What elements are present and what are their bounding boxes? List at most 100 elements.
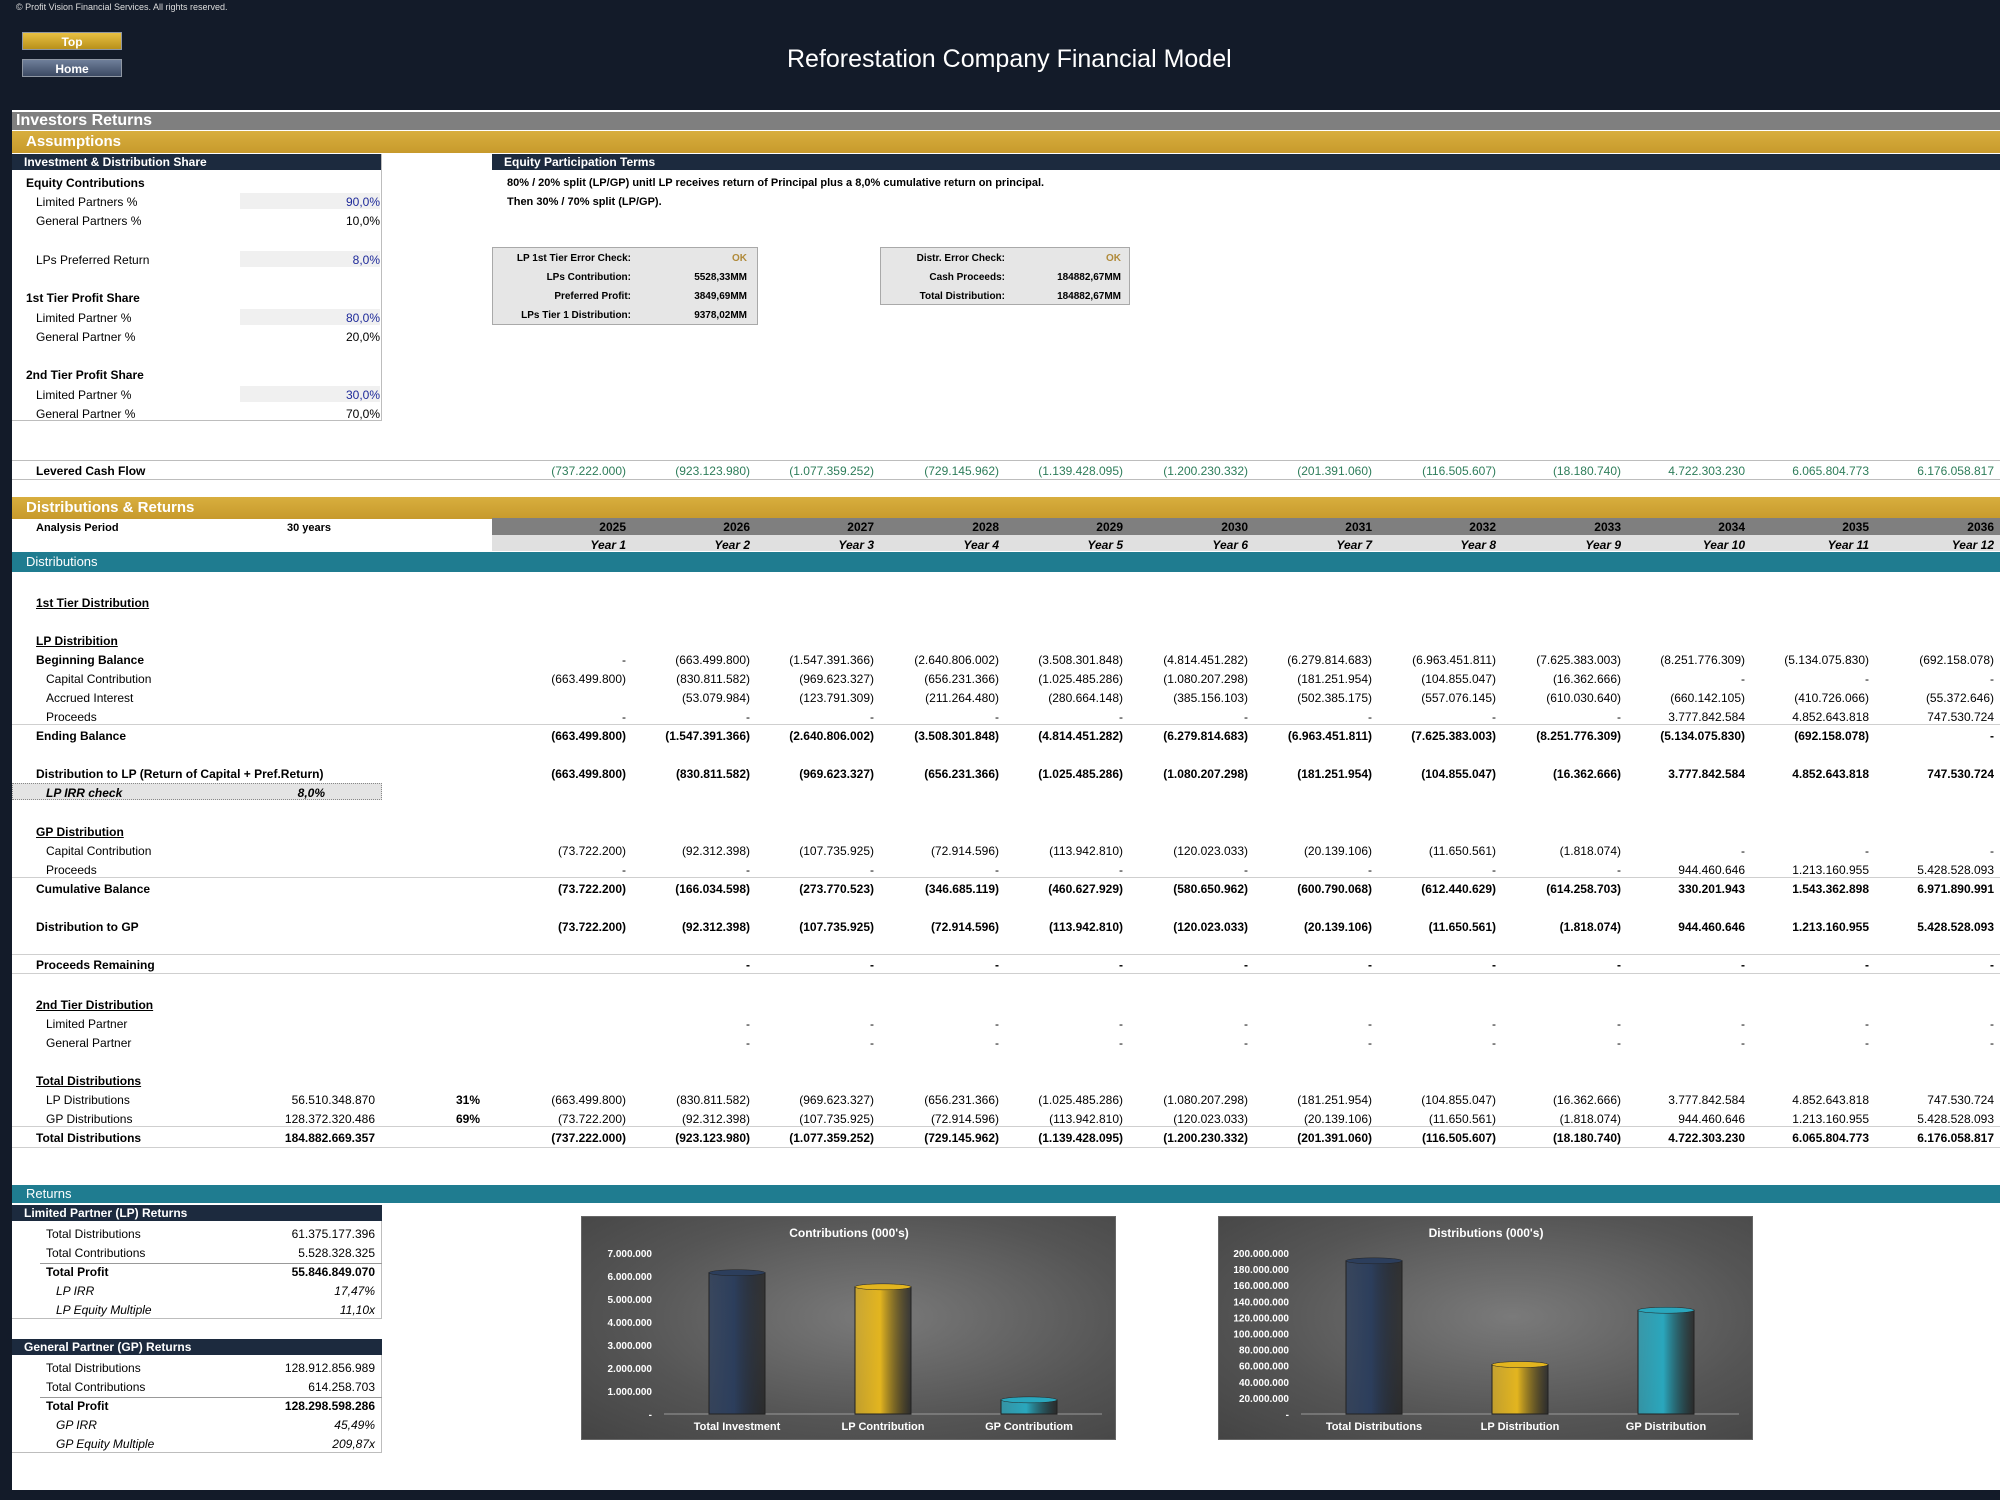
analysis-value: 30 years: [287, 522, 332, 534]
all-total-value: 184.882.669.357: [284, 1131, 375, 1145]
cell-gp-cap: (1.818.074): [1559, 844, 1621, 858]
lp-ret-label2: Total Contributions: [46, 1246, 146, 1260]
year-header: 2035: [1842, 520, 1869, 534]
bar-gp-distribution[interactable]: [1637, 1309, 1695, 1415]
gp-ret-value4: 45,49%: [334, 1418, 375, 1432]
cell-cum: (346.685.119): [924, 882, 999, 896]
cell-dist-lp: (830.811.582): [675, 767, 750, 781]
t2-lp-cell[interactable]: [240, 386, 380, 402]
top-button[interactable]: Top: [22, 32, 122, 50]
row-label-proceeds: Proceeds: [46, 710, 97, 724]
pref-cell[interactable]: [240, 251, 380, 267]
cell-total-dists: (1.139.428.095): [1038, 1131, 1123, 1145]
cell-begin: (2.640.806.002): [914, 653, 999, 667]
y-tick-label: 3.000.000: [608, 1341, 653, 1352]
row-label-lp-dist: LP Distribition: [36, 634, 118, 648]
contributions-chart[interactable]: Contributions (000's) 7.000.000 6.000.000 5…: [581, 1216, 1116, 1440]
year-label: Year 1: [590, 538, 626, 552]
cell-begin: -: [622, 653, 626, 667]
y-tick-label: 4.000.000: [608, 1318, 653, 1329]
cell-cum: (273.770.523): [799, 882, 874, 896]
cell-total-dists: (18.180.740): [1552, 1131, 1621, 1145]
bar-total-investment[interactable]: [708, 1272, 766, 1415]
cell-lp-dists: 4.852.643.818: [1792, 1093, 1869, 1107]
t1-lp-value: 80,0%: [345, 311, 380, 325]
tier1-label: 1st Tier Profit Share: [26, 291, 140, 305]
cell-gp-proceeds: -: [1617, 863, 1621, 877]
year-label: Year 10: [1702, 538, 1745, 552]
row-label-gp-cap: Capital Contribution: [46, 844, 152, 858]
levered-cell: (729.145.962): [924, 464, 999, 478]
cell-proceeds: -: [1119, 710, 1123, 724]
cell-t2-lp: -: [746, 1017, 750, 1031]
cell-begin: (692.158.078): [1919, 653, 1994, 667]
cell-proceeds: 747.530.724: [1927, 710, 1994, 724]
cell-dist-lp: (1.080.207.298): [1163, 767, 1248, 781]
cell-begin: (6.963.451.811): [1412, 653, 1496, 667]
gp-share-value: 69%: [455, 1112, 480, 1126]
cell-cum: 1.543.362.898: [1792, 882, 1869, 896]
cell-begin: (5.134.075.830): [1784, 653, 1869, 667]
bar-lp-distribution[interactable]: [1491, 1364, 1549, 1415]
year-header: 2031: [1345, 520, 1372, 534]
cell-t2-gp: -: [1741, 1036, 1745, 1050]
bar-total-distributions[interactable]: [1345, 1260, 1403, 1415]
x-tick-label: Total Distributions: [1326, 1421, 1422, 1433]
cell-dist-lp: 3.777.842.584: [1668, 767, 1745, 781]
gp-returns-box: [12, 1355, 382, 1453]
gp-ret-value1: 128.912.856.989: [284, 1361, 375, 1375]
cell-begin: (8.251.776.309): [1660, 653, 1745, 667]
lp-pct-cell[interactable]: [240, 193, 380, 209]
cell-cum: (166.034.598): [675, 882, 750, 896]
irr-check-label: LP IRR check: [46, 786, 123, 800]
cell-remaining: -: [1492, 958, 1496, 972]
cell-ending: -: [1990, 729, 1994, 743]
distributions-chart[interactable]: Distributions (000's) 200.000.000 180.000.…: [1218, 1216, 1753, 1440]
left-band: [0, 110, 12, 1490]
cell-accrued: (660.142.105): [1670, 691, 1745, 705]
cell-total-dists: (116.505.607): [1421, 1131, 1496, 1145]
cell-gp-proceeds: -: [746, 863, 750, 877]
gp-returns-header: General Partner (GP) Returns: [12, 1339, 382, 1355]
check2-value2: 184882,67MM: [1057, 272, 1121, 283]
year-header: 2033: [1594, 520, 1621, 534]
row-separator: [12, 973, 2000, 974]
cell-t2-gp: -: [870, 1036, 874, 1050]
home-button[interactable]: Home: [22, 59, 122, 77]
cell-t2-lp: -: [1244, 1017, 1248, 1031]
cell-t2-lp: -: [1617, 1017, 1621, 1031]
cell-total-dists: 6.176.058.817: [1917, 1131, 1994, 1145]
cell-dist-lp: (181.251.954): [1297, 767, 1372, 781]
cell-gp-proceeds: 1.213.160.955: [1792, 863, 1869, 877]
cell-gp-cap: (11.650.561): [1428, 844, 1496, 858]
dist-returns-title: Distributions & Returns: [12, 497, 2000, 519]
cell-lp-dists: 747.530.724: [1927, 1093, 1994, 1107]
lp-ret-value4: 17,47%: [334, 1284, 375, 1298]
y-tick-label: 5.000.000: [608, 1295, 653, 1306]
x-tick-label: LP Contribution: [842, 1421, 925, 1433]
t1-lp-cell[interactable]: [240, 309, 380, 325]
lp-ret-value2: 5.528.328.325: [298, 1246, 375, 1260]
check2-value3: 184882,67MM: [1057, 291, 1121, 302]
cell-t2-lp: -: [1492, 1017, 1496, 1031]
cell-ending: (663.499.800): [551, 729, 626, 743]
cell-accrued: (280.664.148): [1048, 691, 1123, 705]
cell-remaining: -: [1368, 958, 1372, 972]
levered-cell: 6.176.058.817: [1917, 464, 1994, 478]
lp-ret-value3: 55.846.849.070: [291, 1265, 375, 1279]
levered-cell: (1.139.428.095): [1038, 464, 1123, 478]
gp-ret-label4: GP IRR: [56, 1418, 97, 1432]
cell-dist-lp: 4.852.643.818: [1792, 767, 1869, 781]
year-header: 2026: [723, 520, 750, 534]
levered-cell: (737.222.000): [551, 464, 626, 478]
row-label-dist-gp: Distribution to GP: [36, 920, 139, 934]
cell-total-dists: (201.391.060): [1297, 1131, 1372, 1145]
irr-check-value: 8,0%: [297, 786, 325, 800]
cell-lp-dists: (1.080.207.298): [1163, 1093, 1248, 1107]
cell-ending: (3.508.301.848): [914, 729, 999, 743]
cell-lp-dists: (104.855.047): [1421, 1093, 1496, 1107]
returns-title: Returns: [12, 1185, 2000, 1203]
row-label-gp-proceeds: Proceeds: [46, 863, 97, 877]
cell-proceeds: -: [1617, 710, 1621, 724]
bar-lp-contribution[interactable]: [854, 1286, 912, 1415]
